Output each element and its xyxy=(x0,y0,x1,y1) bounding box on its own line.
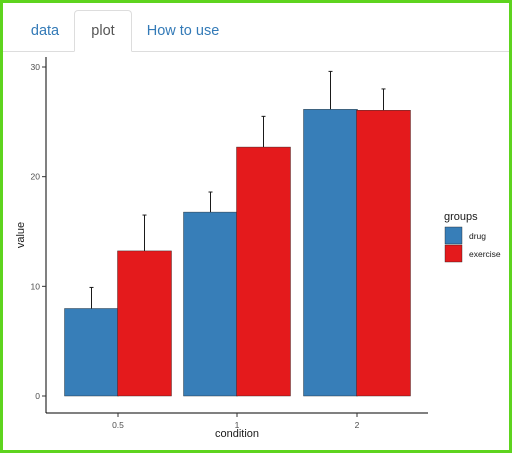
legend-label-exercise: exercise xyxy=(469,249,501,259)
bar-chart: 0 10 20 30 0.5 1 2 condition value groups dru… xyxy=(15,57,501,440)
legend-key-exercise xyxy=(444,244,463,263)
legend: groups drug exercise xyxy=(444,211,501,263)
x-tick-label: 1 xyxy=(235,420,240,430)
x-tick-label: 2 xyxy=(355,420,360,430)
y-tick-label: 0 xyxy=(35,391,40,401)
bar-drug-1 xyxy=(183,211,238,397)
x-tick-label: 0.5 xyxy=(112,420,124,430)
bar-drug-2 xyxy=(303,109,358,397)
tab-plot[interactable]: plot xyxy=(74,10,132,52)
legend-label-drug: drug xyxy=(469,231,486,241)
x-axis: 0.5 1 2 xyxy=(46,412,428,430)
bar-exercise-2 xyxy=(356,110,411,397)
x-axis-title: condition xyxy=(215,428,259,440)
y-tick-label: 20 xyxy=(31,172,41,182)
bar-exercise-0.5 xyxy=(117,250,172,397)
y-axis: 0 10 20 30 xyxy=(31,57,47,413)
y-tick-label: 30 xyxy=(31,62,41,72)
y-tick-label: 10 xyxy=(31,281,41,291)
legend-title: groups xyxy=(444,211,478,223)
bar-drug-0.5 xyxy=(64,308,119,397)
bar-exercise-1 xyxy=(236,146,291,397)
tab-how-to-use[interactable]: How to use xyxy=(146,23,220,39)
tab-bar: data plot How to use xyxy=(3,3,509,52)
tab-data[interactable]: data xyxy=(30,23,60,39)
bars-layer xyxy=(64,109,411,397)
error-bars-layer xyxy=(89,70,386,309)
legend-key-drug xyxy=(444,226,463,245)
y-axis-title: value xyxy=(15,222,27,248)
